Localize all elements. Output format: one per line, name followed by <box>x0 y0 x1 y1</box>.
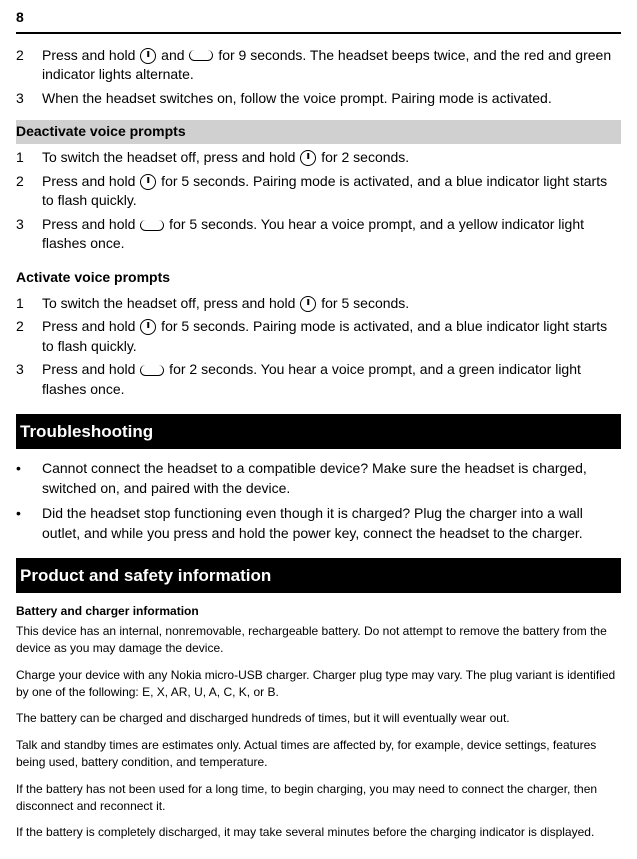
step-text: Press and hold for 5 seconds. You hear a… <box>42 215 621 254</box>
step-num: 3 <box>16 215 42 254</box>
para: If the battery is completely discharged,… <box>16 824 621 841</box>
power-icon <box>300 296 316 312</box>
key-icon <box>189 50 213 61</box>
subheading-activate: Activate voice prompts <box>16 266 621 290</box>
para: Talk and standby times are estimates onl… <box>16 737 621 771</box>
step-num: 2 <box>16 46 42 85</box>
subheading-deactivate: Deactivate voice prompts <box>16 120 621 144</box>
step-text: Press and hold and for 9 seconds. The he… <box>42 46 621 85</box>
bullet-mark: • <box>16 504 42 543</box>
para: Charge your device with any Nokia micro-… <box>16 667 621 701</box>
step-text: Press and hold for 2 seconds. You hear a… <box>42 360 621 399</box>
bullet-mark: • <box>16 459 42 498</box>
section-product-safety: Product and safety information <box>16 558 621 594</box>
key-icon <box>140 220 164 231</box>
bullet-text: Did the headset stop functioning even th… <box>42 504 621 543</box>
step-num: 1 <box>16 148 42 168</box>
step-text: Press and hold for 5 seconds. Pairing mo… <box>42 317 621 356</box>
step-text: To switch the headset off, press and hol… <box>42 148 621 168</box>
battery-heading: Battery and charger information <box>16 603 621 620</box>
power-icon <box>140 48 156 64</box>
step-text: Press and hold for 5 seconds. Pairing mo… <box>42 172 621 211</box>
power-icon <box>300 150 316 166</box>
page-number: 8 <box>16 8 621 34</box>
para: If the battery has not been used for a l… <box>16 781 621 815</box>
step-num: 3 <box>16 360 42 399</box>
step-num: 2 <box>16 172 42 211</box>
section-troubleshooting: Troubleshooting <box>16 414 621 450</box>
bullet-text: Cannot connect the headset to a compatib… <box>42 459 621 498</box>
para: This device has an internal, nonremovabl… <box>16 623 621 657</box>
key-icon <box>140 365 164 376</box>
para: The battery can be charged and discharge… <box>16 710 621 727</box>
step-text: To switch the headset off, press and hol… <box>42 294 621 314</box>
power-icon <box>140 319 156 335</box>
step-num: 2 <box>16 317 42 356</box>
step-num: 1 <box>16 294 42 314</box>
step-num: 3 <box>16 89 42 109</box>
power-icon <box>140 174 156 190</box>
step-text: When the headset switches on, follow the… <box>42 89 621 109</box>
